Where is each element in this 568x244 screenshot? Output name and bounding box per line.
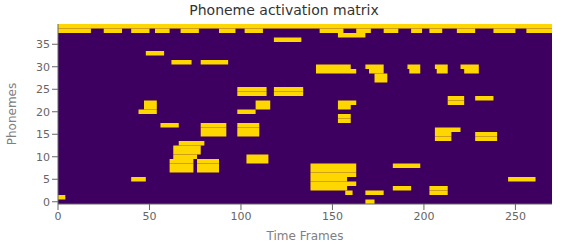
svg-text:25: 25 xyxy=(36,83,50,96)
svg-text:10: 10 xyxy=(36,151,50,164)
svg-text:5: 5 xyxy=(43,173,50,186)
svg-text:30: 30 xyxy=(36,61,50,74)
svg-text:150: 150 xyxy=(322,210,343,223)
svg-text:0: 0 xyxy=(43,196,50,209)
svg-text:Phonemes: Phonemes xyxy=(8,83,19,146)
svg-text:35: 35 xyxy=(36,38,50,51)
svg-text:200: 200 xyxy=(413,210,434,223)
svg-text:100: 100 xyxy=(230,210,251,223)
svg-text:Time Frames: Time Frames xyxy=(266,229,344,243)
svg-text:15: 15 xyxy=(36,128,50,141)
svg-text:20: 20 xyxy=(36,106,50,119)
svg-text:50: 50 xyxy=(142,210,156,223)
html-text:Phoneme activation matrix: Phoneme activation matrix xyxy=(189,2,379,18)
svg-text:250: 250 xyxy=(505,210,526,223)
svg-text:0: 0 xyxy=(55,210,62,223)
